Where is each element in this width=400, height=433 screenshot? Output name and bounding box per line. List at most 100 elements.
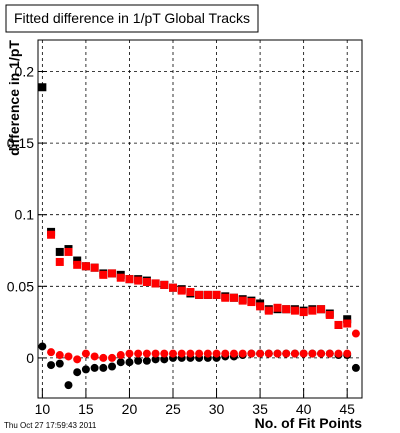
square-marker [282,305,291,314]
y-tick-label: 0.15 [7,135,34,151]
square-marker [73,260,82,269]
title-box [5,4,259,33]
square-marker [195,290,204,299]
circle-marker [203,349,212,358]
x-tick-label: 20 [122,401,138,417]
square-marker [325,310,334,319]
square-marker [264,306,273,315]
square-marker [212,290,221,299]
y-tick-label: 0.2 [15,64,35,80]
y-tick-label: 0 [26,350,34,366]
x-tick-label: 10 [35,401,51,417]
circle-marker [73,368,82,377]
square-marker [238,296,247,305]
circle-marker [142,349,151,358]
circle-marker [125,349,134,358]
circle-marker [229,349,238,358]
x-tick-label: 30 [209,401,225,417]
circle-marker [308,349,317,358]
circle-marker [151,349,160,358]
circle-marker [264,349,273,358]
x-axis-title: No. of Fit Points [255,415,363,431]
square-marker [81,262,90,271]
circle-marker [47,361,56,370]
circle-marker [116,358,125,367]
circle-marker [81,365,90,374]
circle-marker [99,353,108,362]
square-marker [47,230,56,239]
circle-marker [116,351,125,360]
circle-marker [351,329,360,338]
circle-marker [38,342,47,351]
circle-marker [177,349,186,358]
circle-marker [125,358,134,367]
circle-marker [325,349,334,358]
circle-marker [134,349,143,358]
y-tick-label: 0.05 [7,278,34,294]
chart-title: Fitted difference in 1/pT Global Tracks [14,10,250,26]
circle-marker [299,349,308,358]
circle-marker [334,349,343,358]
square-marker [99,270,108,279]
x-tick-label: 35 [252,401,268,417]
circle-marker [64,352,73,361]
circle-marker [351,363,360,372]
circle-marker [160,349,169,358]
circle-marker [47,348,56,357]
circle-marker [282,349,291,358]
square-marker [64,247,73,256]
circle-marker [142,356,151,365]
square-marker [90,263,99,272]
circle-marker [273,349,282,358]
square-marker [55,257,64,266]
circle-marker [55,351,64,360]
circle-marker [108,353,117,362]
circle-marker [73,355,82,364]
circle-marker [108,362,117,371]
x-tick-label: 15 [78,401,94,417]
square-marker [116,273,125,282]
square-marker [160,280,169,289]
square-marker [343,319,352,328]
square-marker [142,278,151,287]
square-marker [247,298,256,307]
circle-marker [81,349,90,358]
square-marker [256,302,265,311]
x-tick-label: 45 [339,401,355,417]
square-marker [343,315,352,324]
x-tick-label: 40 [296,401,312,417]
square-marker [38,83,47,92]
circle-marker [317,349,326,358]
square-marker [55,247,64,256]
square-marker [177,286,186,295]
plot-frame [37,39,363,399]
square-marker [334,320,343,329]
timestamp: Thu Oct 27 17:59:43 2011 [4,421,97,430]
circle-marker [64,381,73,390]
circle-marker [160,355,169,364]
circle-marker [151,355,160,364]
square-marker [108,269,117,278]
square-marker [169,283,177,292]
circle-marker [290,349,299,358]
circle-marker [195,349,204,358]
square-marker [203,290,212,299]
square-marker [151,279,160,288]
square-marker [186,288,195,297]
circle-marker [55,359,64,368]
circle-marker [186,349,195,358]
circle-marker [90,352,99,361]
square-marker [273,303,282,312]
circle-marker [99,363,108,372]
circle-marker [247,349,256,358]
x-tick-label: 25 [165,401,181,417]
circle-marker [212,349,221,358]
y-tick-label: 0.1 [15,207,35,223]
circle-marker [343,349,352,358]
square-marker [299,308,308,317]
y-axis-title: difference in 1/pT [6,40,22,156]
circle-marker [169,349,177,358]
circle-marker [256,349,265,358]
circle-marker [90,363,99,372]
